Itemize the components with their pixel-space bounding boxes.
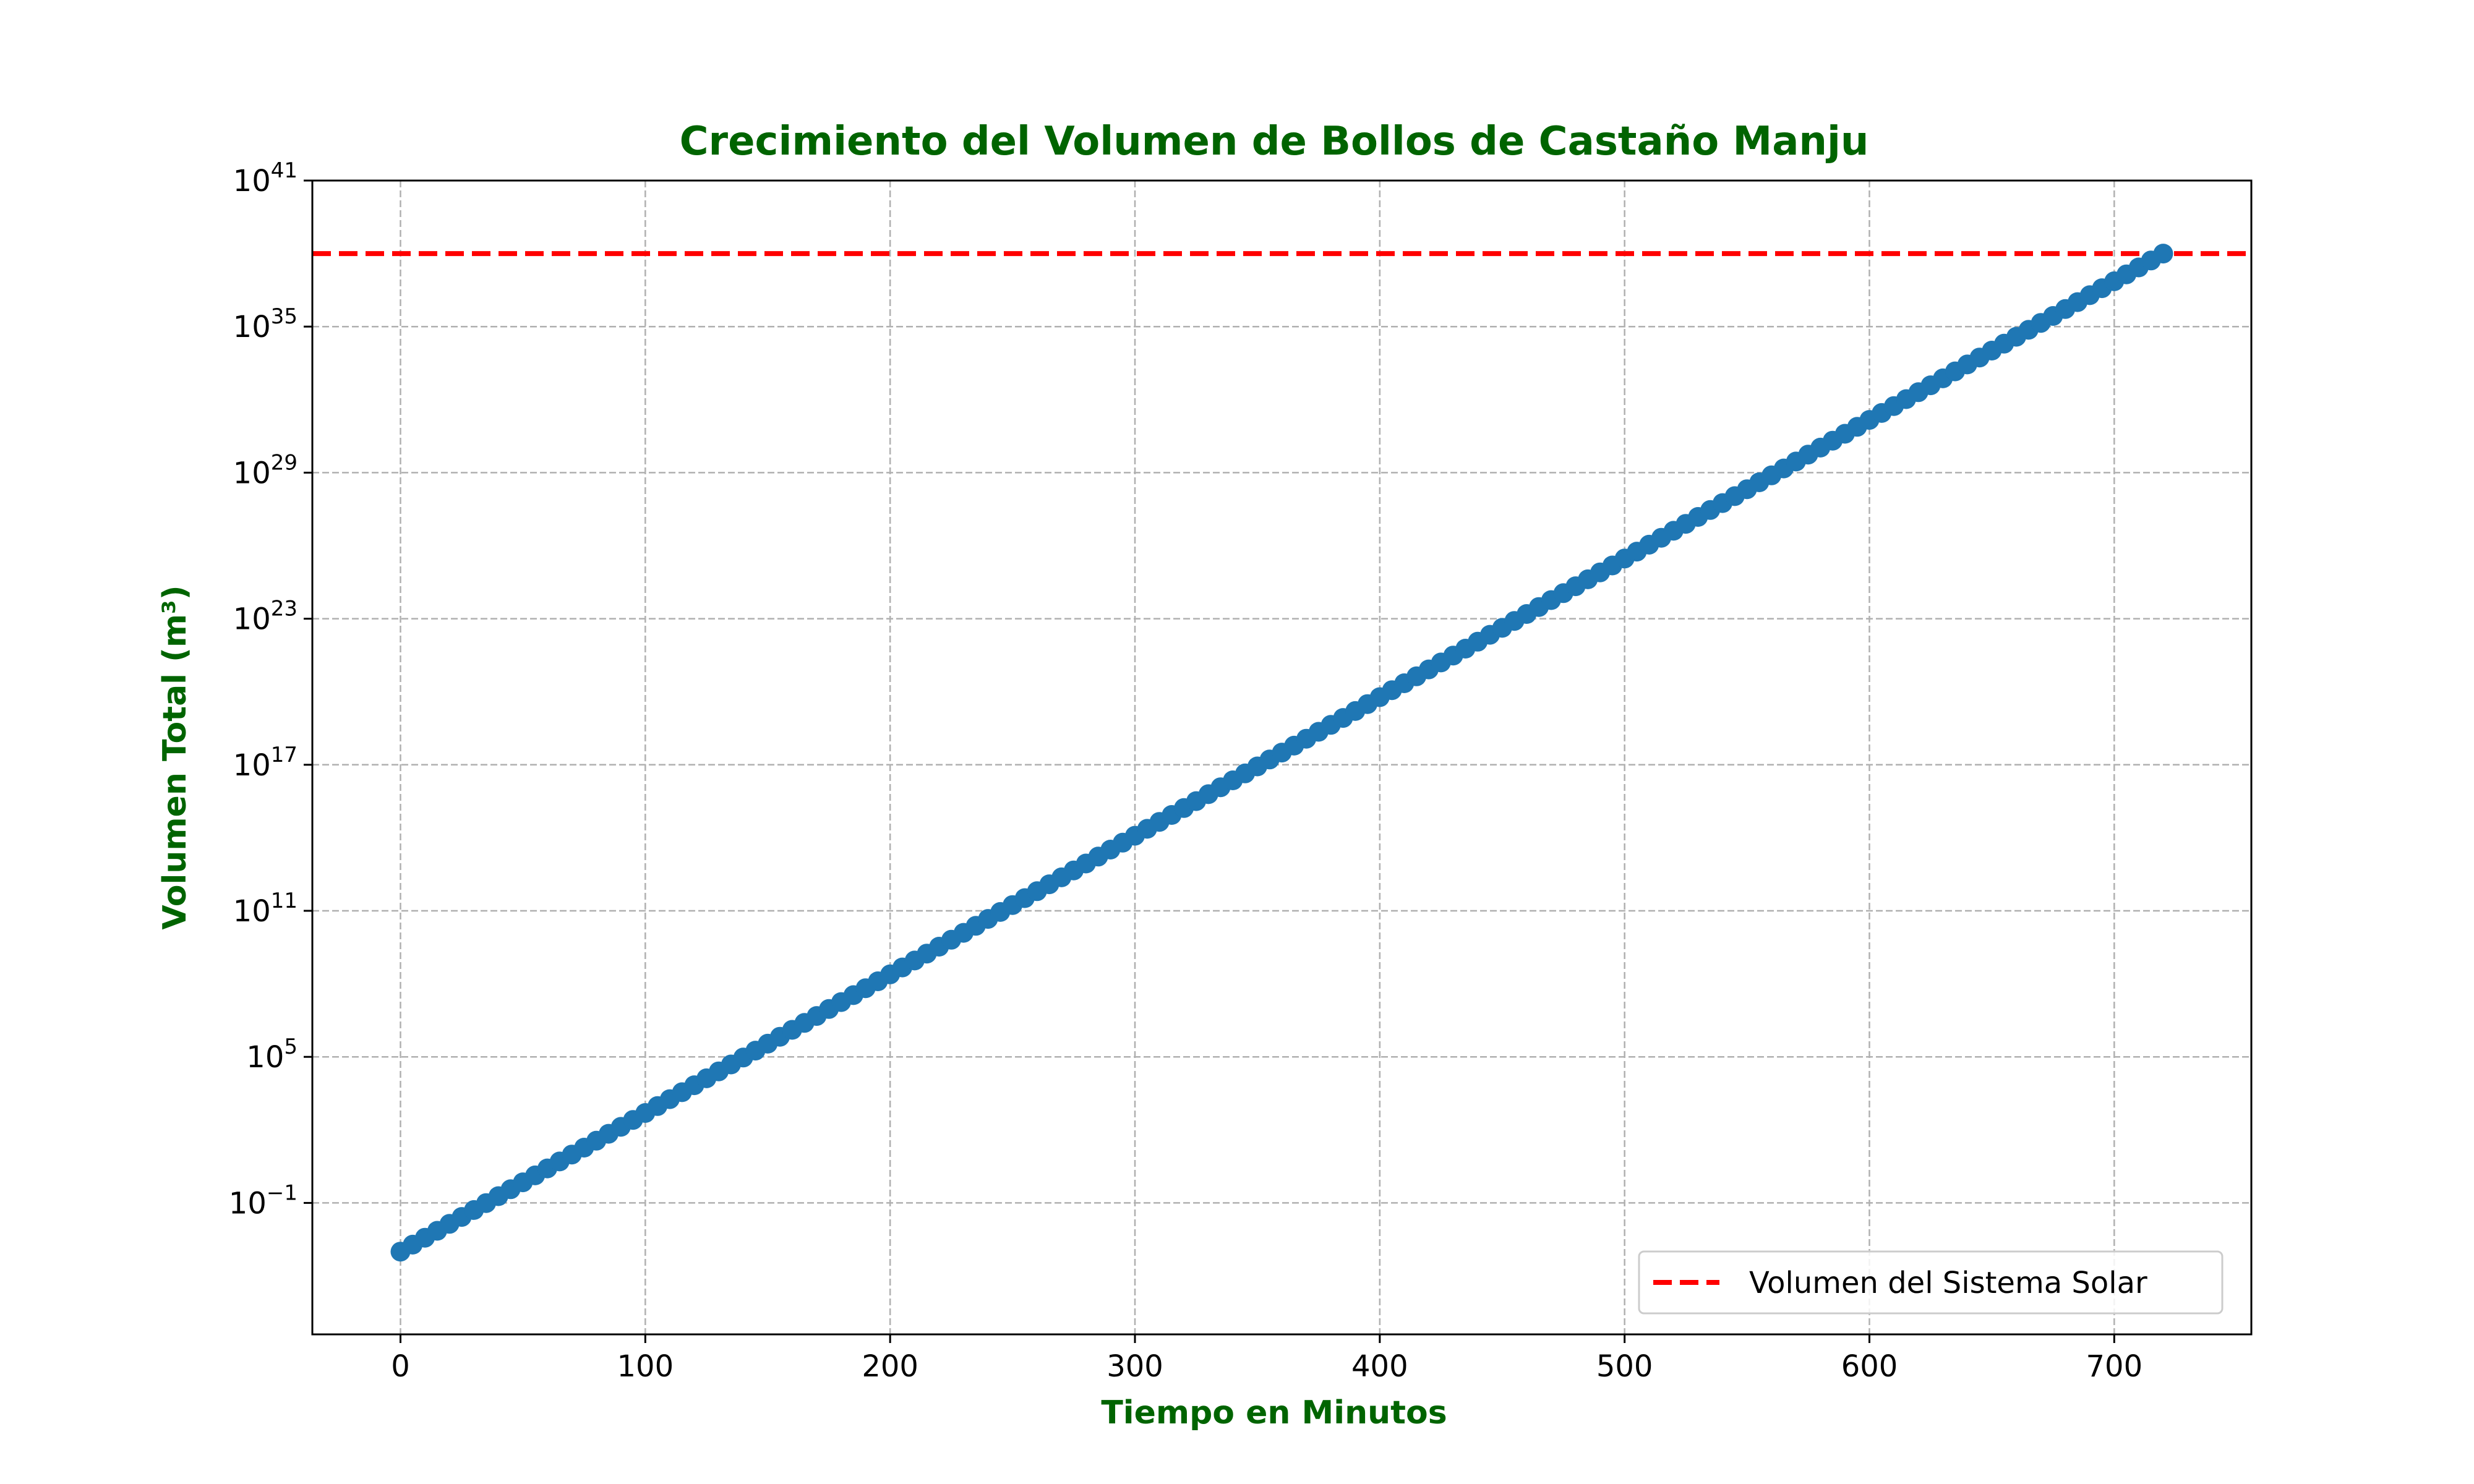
y-tick-label: 105	[246, 1034, 297, 1075]
data-point	[2153, 244, 2173, 264]
ticks: 0 100 200 300 400 500 600 700 10−1 105 1011 1017 102…	[229, 158, 2142, 1384]
series-layer	[312, 244, 2251, 1262]
x-tick-label: 400	[1351, 1349, 1408, 1384]
grid	[312, 179, 2251, 1334]
y-tick-label: 10−1	[229, 1180, 297, 1221]
x-tick-label: 700	[2086, 1349, 2143, 1384]
legend: Volumen del Sistema Solar	[1638, 1250, 2224, 1315]
x-axis-label: Tiempo en Minutos	[1101, 1394, 1447, 1431]
y-tick-label: 1029	[233, 450, 297, 490]
x-tick-label: 200	[862, 1349, 918, 1384]
legend-box	[1638, 1250, 2224, 1315]
legend-label-solar-volume: Volumen del Sistema Solar	[1749, 1266, 2147, 1300]
y-tick-label: 1023	[233, 597, 297, 637]
x-tick-label: 0	[391, 1349, 410, 1384]
y-axis-label: Volumen Total (m³)	[156, 585, 194, 929]
x-tick-label: 600	[1841, 1349, 1898, 1384]
y-tick-label: 1011	[233, 889, 297, 929]
y-tick-label: 1017	[233, 743, 297, 783]
x-tick-label: 300	[1106, 1349, 1163, 1384]
plot-frame	[311, 179, 2253, 1336]
y-tick-label: 1041	[233, 158, 297, 198]
y-tick-label: 1035	[233, 304, 297, 344]
x-tick-label: 100	[617, 1349, 674, 1384]
x-tick-label: 500	[1596, 1349, 1653, 1384]
chart-title: Crecimiento del Volumen de Bollos de Cas…	[680, 119, 1869, 164]
